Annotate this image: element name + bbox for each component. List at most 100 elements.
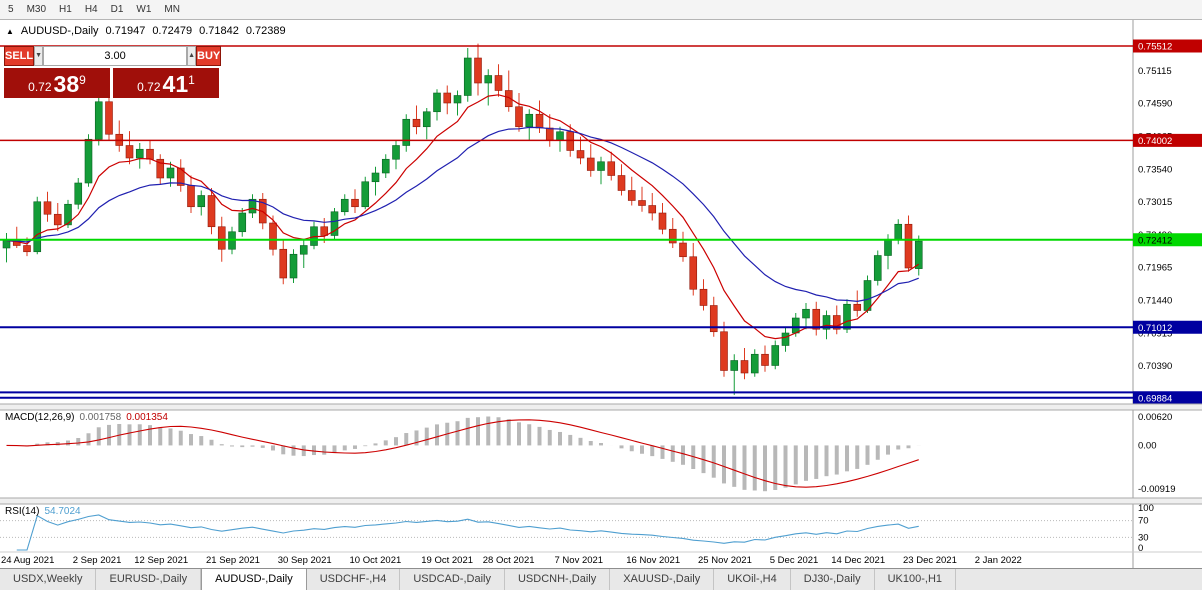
svg-text:0.70915: 0.70915 <box>1138 328 1172 339</box>
candlestick-chart[interactable]: 0.755600.751150.745900.740650.735400.730… <box>0 20 1202 568</box>
svg-text:0.71012: 0.71012 <box>1138 323 1172 334</box>
symbol-arrow-icon: ▲ <box>6 26 14 36</box>
svg-text:12 Sep 2021: 12 Sep 2021 <box>134 555 188 566</box>
buy-price-pips: 41 <box>162 71 189 98</box>
chart-tabs: USDX,Weekly EURUSD-,Daily AUDUSD-,Daily USD… <box>0 568 1202 590</box>
svg-text:0.74590: 0.74590 <box>1138 99 1172 110</box>
rsi-value: 54.7024 <box>44 506 81 517</box>
svg-text:30: 30 <box>1138 532 1149 543</box>
ohlc-close: 0.72389 <box>245 25 286 37</box>
price-tag <box>1133 320 1202 334</box>
buy-price-point: 1 <box>188 73 195 87</box>
svg-text:16 Nov 2021: 16 Nov 2021 <box>626 555 680 566</box>
svg-text:28 Oct 2021: 28 Oct 2021 <box>483 555 535 566</box>
sell-price-display[interactable]: 0.72 38 9 <box>4 68 110 98</box>
svg-text:0.73540: 0.73540 <box>1138 164 1172 175</box>
macd-name: MACD(12,26,9) <box>5 412 75 423</box>
tab-usdx-weekly[interactable]: USDX,Weekly <box>0 569 97 590</box>
tab-xauusd-daily[interactable]: XAUUSD-,Daily <box>610 569 715 590</box>
svg-text:23 Dec 2021: 23 Dec 2021 <box>903 555 957 566</box>
svg-text:2 Jan 2022: 2 Jan 2022 <box>975 555 1022 566</box>
svg-text:19 Oct 2021: 19 Oct 2021 <box>421 555 473 566</box>
ohlc-low: 0.71842 <box>199 25 239 37</box>
sell-price-prefix: 0.72 <box>28 80 52 94</box>
chart-title: ▲ AUDUSD-,Daily 0.71947 0.72479 0.71842 … <box>6 25 286 37</box>
tab-usdchf-h4[interactable]: USDCHF-,H4 <box>307 569 401 590</box>
rsi-line <box>16 514 919 551</box>
svg-text:21 Sep 2021: 21 Sep 2021 <box>206 555 260 566</box>
rsi-label: RSI(14) 54.7024 <box>5 506 81 517</box>
price-tag <box>1133 39 1202 53</box>
period-toolbar: 5 M30 H1 H4 D1 W1 MN <box>0 0 1202 20</box>
tab-eurusd-daily[interactable]: EURUSD-,Daily <box>96 569 202 590</box>
macd-signal-value: 0.001354 <box>126 412 168 423</box>
svg-text:0.71440: 0.71440 <box>1138 296 1172 307</box>
ohlc-open: 0.71947 <box>105 25 146 37</box>
svg-text:0.71965: 0.71965 <box>1138 263 1172 274</box>
volume-decrease-button[interactable]: ▼ <box>34 46 44 66</box>
sell-price-pips: 38 <box>53 71 80 98</box>
svg-text:0.69884: 0.69884 <box>1138 393 1172 404</box>
svg-text:0.00620: 0.00620 <box>1138 412 1172 423</box>
tab-usdcnh-daily[interactable]: USDCNH-,Daily <box>505 569 611 590</box>
macd-label: MACD(12,26,9) 0.001758 0.001354 <box>5 412 168 423</box>
svg-text:25 Nov 2021: 25 Nov 2021 <box>698 555 752 566</box>
buy-price-display[interactable]: 0.72 41 1 <box>113 68 219 98</box>
candles-layer <box>2 43 923 395</box>
svg-text:30 Sep 2021: 30 Sep 2021 <box>278 555 332 566</box>
svg-text:0.74002: 0.74002 <box>1138 136 1172 147</box>
period-button-H4[interactable]: H4 <box>84 4 98 15</box>
ohlc-high: 0.72479 <box>152 25 193 37</box>
tab-audusd-daily[interactable]: AUDUSD-,Daily <box>201 569 307 590</box>
svg-text:100: 100 <box>1138 503 1154 514</box>
rsi-name: RSI(14) <box>5 506 40 517</box>
svg-text:0.70390: 0.70390 <box>1138 361 1172 372</box>
svg-text:70: 70 <box>1138 516 1149 527</box>
price-tag <box>1133 233 1202 247</box>
volume-increase-button[interactable]: ▲ <box>187 46 196 66</box>
svg-text:0.75512: 0.75512 <box>1138 42 1172 53</box>
period-button-5[interactable]: 5 <box>8 4 14 15</box>
ma-slow-line <box>6 126 919 303</box>
period-button-MN[interactable]: MN <box>164 4 180 15</box>
svg-text:14 Dec 2021: 14 Dec 2021 <box>831 555 885 566</box>
period-button-D1[interactable]: D1 <box>110 4 124 15</box>
price-tag <box>1133 391 1202 405</box>
svg-text:0: 0 <box>1138 543 1143 554</box>
chart-symbol-label: AUDUSD-,Daily <box>20 25 99 37</box>
ma-fast-line <box>6 94 920 340</box>
caret-up-icon: ▲ <box>188 52 195 59</box>
chart-area: 0.755600.751150.745900.740650.735400.730… <box>0 20 1202 568</box>
svg-text:0.73015: 0.73015 <box>1138 197 1172 208</box>
svg-text:2 Sep 2021: 2 Sep 2021 <box>73 555 122 566</box>
svg-text:7 Nov 2021: 7 Nov 2021 <box>555 555 604 566</box>
period-button-M30[interactable]: M30 <box>26 4 47 15</box>
macd-panel: 0.00620 0.00 -0.00919 <box>6 412 1176 495</box>
horizontal-lines: 0.75512 0.74002 0.72412 0.71012 0.69884 <box>0 39 1202 405</box>
buy-button[interactable]: BUY <box>196 46 222 66</box>
period-button-H1[interactable]: H1 <box>59 4 72 15</box>
period-button-W1[interactable]: W1 <box>136 4 152 15</box>
svg-text:0.75115: 0.75115 <box>1138 66 1172 77</box>
tab-ukoil-h4[interactable]: UKOil-,H4 <box>714 569 791 590</box>
rsi-panel: 100 70 300 <box>0 503 1154 554</box>
svg-text:0.72412: 0.72412 <box>1138 235 1172 246</box>
sell-button[interactable]: SELL <box>4 46 35 66</box>
volume-input[interactable] <box>43 46 188 66</box>
sell-price-point: 9 <box>79 73 86 87</box>
tab-usdcad-daily[interactable]: USDCAD-,Daily <box>400 569 505 590</box>
svg-text:0.00: 0.00 <box>1138 440 1157 451</box>
tab-uk100-h1[interactable]: UK100-,H1 <box>875 569 957 590</box>
price-tag <box>1133 133 1202 147</box>
macd-main-value: 0.001758 <box>79 412 122 423</box>
tab-dj30-daily[interactable]: DJ30-,Daily <box>791 569 875 590</box>
buy-price-prefix: 0.72 <box>137 80 161 94</box>
svg-text:-0.00919: -0.00919 <box>1138 484 1176 495</box>
toolbar-periods: 5 M30 H1 H4 D1 W1 MN <box>2 2 187 17</box>
macd-signal-line <box>6 419 919 488</box>
svg-text:24 Aug 2021: 24 Aug 2021 <box>1 555 54 566</box>
date-axis: 24 Aug 2021 2 Sep 2021 12 Sep 2021 21 Sep 2… <box>1 555 1022 566</box>
caret-down-icon: ▼ <box>35 52 43 59</box>
